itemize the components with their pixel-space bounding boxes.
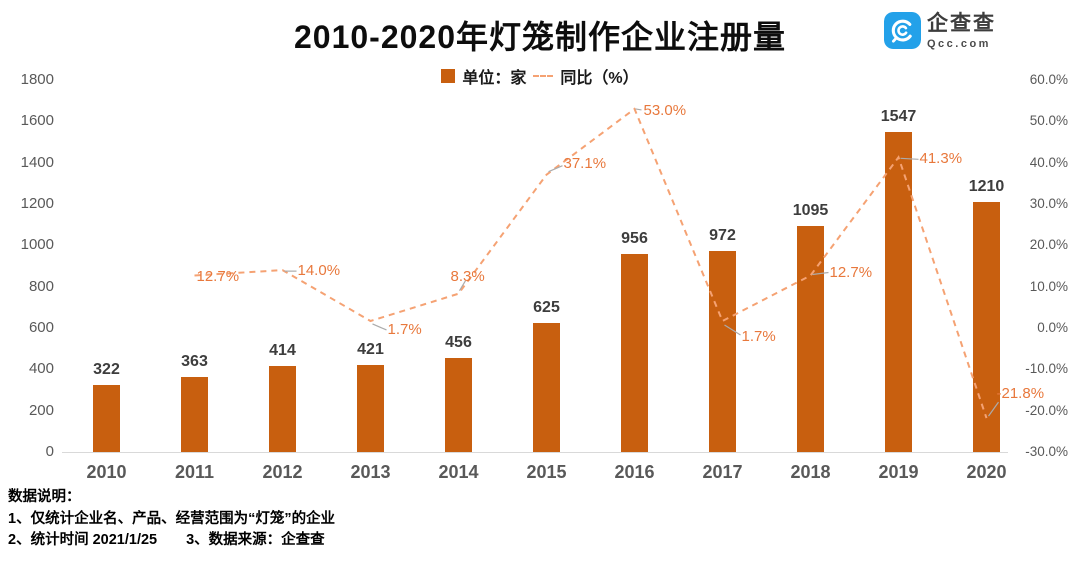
left-axis-tick: 600: [28, 319, 54, 336]
label-leader-line: [548, 165, 563, 173]
left-axis-tick: 1800: [20, 71, 54, 88]
bar-value-label: 414: [269, 342, 296, 360]
growth-point-label: 53.0%: [643, 101, 687, 119]
x-axis-label-2014: 2014: [438, 462, 479, 482]
x-axis-label-2011: 2011: [174, 462, 215, 482]
line-legend-swatch: [533, 75, 554, 77]
bar-2020: [973, 201, 1000, 452]
growth-point-label: 1.7%: [741, 327, 776, 345]
bar-2014: [445, 357, 472, 452]
growth-point-label: 41.3%: [919, 150, 963, 168]
bar-legend-label: 单位：家: [462, 70, 527, 87]
bar-2019: [885, 132, 912, 452]
x-axis-label-2020: 2020: [966, 462, 1007, 482]
notes-heading: 数据说明：: [8, 489, 81, 505]
right-axis-tick: -30.0%: [1025, 444, 1068, 459]
notes-line-1: 1、仅统计企业名、产品、经营范围为“灯笼”的企业: [8, 510, 336, 527]
growth-point-label: 8.3%: [450, 267, 485, 285]
x-axis-line: [62, 452, 1008, 453]
x-axis-label-2012: 2012: [262, 462, 303, 482]
growth-point-label: 37.1%: [563, 154, 607, 172]
bar-value-label: 1547: [880, 108, 917, 126]
right-axis-tick: -20.0%: [1025, 402, 1068, 418]
qcc-logo-name: 企查查: [927, 12, 996, 35]
label-leader-line: [635, 108, 642, 111]
bar-2017: [709, 251, 736, 452]
left-axis-tick: 1400: [20, 153, 54, 171]
bar-value-label: 625: [533, 298, 560, 316]
growth-point-label: 14.0%: [297, 262, 341, 280]
x-axis-label-2015: 2015: [526, 462, 567, 482]
x-axis-label-2013: 2013: [350, 462, 391, 482]
x-axis-label-2017: 2017: [702, 462, 743, 482]
qcc-logo-text: 企查查 Qcc.com: [927, 12, 996, 51]
x-axis-label-2016: 2016: [614, 462, 655, 482]
bar-2011: [181, 376, 208, 452]
bar-value-label: 956: [621, 230, 648, 248]
bar-value-label: 421: [357, 340, 384, 358]
right-axis-tick: 40.0%: [1029, 154, 1068, 170]
bar-value-label: 1210: [968, 177, 1005, 195]
right-axis-tick: -10.0%: [1025, 361, 1068, 377]
left-axis-tick: 0: [45, 443, 54, 460]
left-axis-tick: 200: [28, 401, 54, 419]
left-axis-tick: 1600: [20, 112, 54, 130]
growth-point-label: 12.7%: [196, 267, 240, 285]
bar-2012: [269, 366, 296, 452]
chart-legend: 单位：家 同比（%）: [0, 64, 1080, 88]
label-leader-line: [372, 323, 387, 331]
left-axis-tick: 800: [28, 277, 54, 295]
chart-title: 2010-2020年灯笼制作企业注册量: [293, 19, 787, 55]
growth-point-label: 1.7%: [387, 320, 422, 338]
bar-value-label: 363: [181, 352, 208, 370]
bar-value-label: 1095: [792, 201, 829, 219]
right-axis-tick: 20.0%: [1029, 237, 1068, 253]
bar-legend-swatch: [441, 69, 456, 83]
x-axis-label-2018: 2018: [790, 462, 831, 482]
growth-point-label: -21.8%: [996, 385, 1045, 403]
left-axis-tick: 1200: [20, 195, 54, 212]
qcc-logo-icon: [884, 12, 921, 49]
line-legend-label: 同比（%）: [560, 70, 639, 87]
qcc-logo: 企查查 Qcc.com: [884, 12, 996, 51]
bar-2016: [621, 254, 648, 452]
bar-value-label: 456: [445, 333, 472, 351]
right-axis-tick: 0.0%: [1037, 320, 1068, 335]
left-axis-tick: 400: [28, 360, 54, 378]
right-axis-tick: 30.0%: [1029, 196, 1068, 211]
x-axis-label-2010: 2010: [86, 462, 127, 482]
qcc-logo-domain: Qcc.com: [927, 38, 991, 50]
growth-point-label: 12.7%: [829, 263, 873, 281]
right-axis-tick: 60.0%: [1029, 72, 1068, 87]
notes-line-2: 2、统计时间 2021/1/25 3、数据来源：企查查: [8, 532, 325, 548]
left-axis-tick: 1000: [20, 236, 54, 254]
x-axis-label-2019: 2019: [878, 462, 919, 482]
bar-2010: [93, 385, 120, 452]
data-notes: 数据说明： 1、仅统计企业名、产品、经营范围为“灯笼”的企业 2、统计时间 20…: [8, 487, 335, 552]
bar-value-label: 322: [93, 361, 120, 379]
bar-2018: [797, 225, 824, 452]
bar-2013: [357, 364, 384, 452]
bar-2015: [533, 322, 560, 452]
bar-value-label: 972: [709, 227, 736, 245]
right-axis-tick: 50.0%: [1029, 113, 1068, 129]
right-axis-tick: 10.0%: [1029, 278, 1068, 294]
